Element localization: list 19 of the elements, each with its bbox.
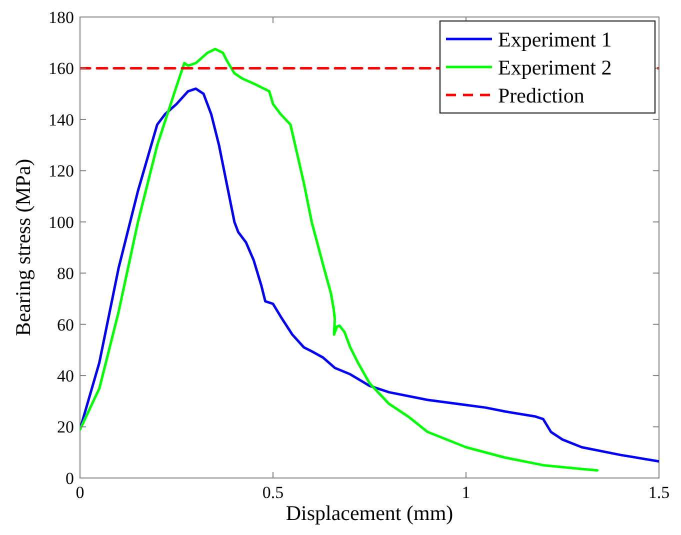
y-tick-label: 60 [57,315,74,334]
y-tick-label: 80 [57,264,74,284]
y-tick-label: 160 [48,59,74,78]
y-axis-title: Bearing stress (MPa) [11,158,35,336]
x-axis-title: Displacement (mm) [286,501,454,525]
legend-label: Experiment 1 [498,27,612,52]
y-tick-label: 40 [57,366,74,386]
line-series [80,87,659,463]
y-tick-label: 0 [66,468,74,488]
y-tick-label: 20 [57,418,74,437]
y-tick-label: 180 [48,8,74,27]
x-tick-label: 1.5 [648,483,670,502]
legend-label: Experiment 2 [498,55,612,80]
legend-label: Prediction [498,83,585,108]
y-tick-label: 120 [48,162,74,181]
y-tick-label: 100 [48,212,74,232]
y-tick-label: 140 [48,110,74,130]
x-tick-label: 1 [462,483,470,502]
x-tick-label: 0.5 [262,483,284,502]
